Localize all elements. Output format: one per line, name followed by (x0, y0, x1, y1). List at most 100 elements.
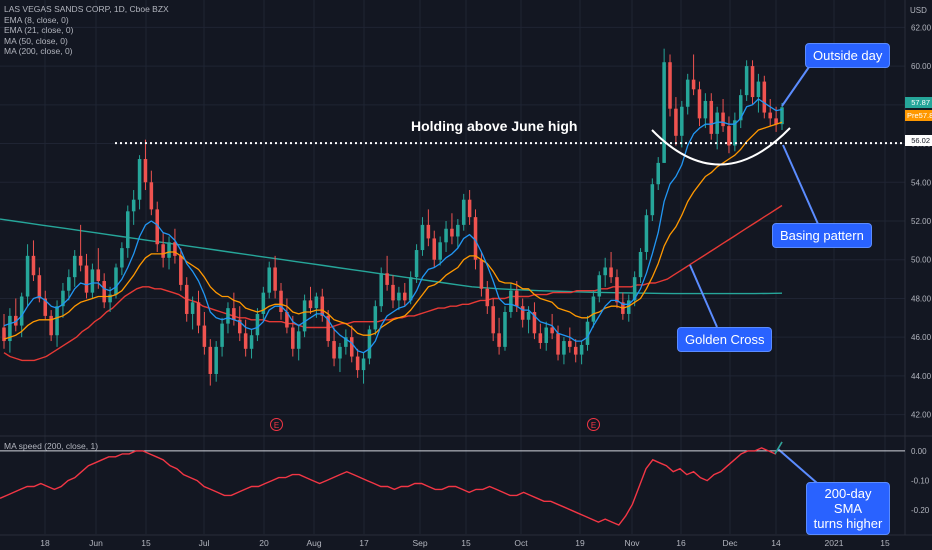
last-price-tag: 57.87 (905, 97, 932, 108)
candle-body (173, 242, 177, 256)
candle (668, 54, 672, 117)
candle-body (344, 337, 348, 347)
candle-body (709, 100, 714, 134)
candle (344, 329, 348, 355)
candle (544, 321, 549, 351)
candle-body (126, 211, 130, 249)
earnings-marker-1[interactable]: E (270, 418, 283, 431)
candle-body (61, 290, 65, 307)
candle-body (756, 81, 761, 98)
x-tick-label: Jun (89, 538, 103, 548)
candle (8, 308, 12, 353)
candle (291, 315, 295, 357)
basing-arc (651, 127, 791, 166)
legend-ema8[interactable]: EMA (8, close, 0) (4, 14, 69, 25)
sma-callout-line2: turns higher (813, 516, 883, 531)
candle (562, 337, 566, 365)
candle (744, 60, 749, 101)
candle-body (697, 89, 702, 119)
candle-body (632, 277, 637, 301)
candle-body (573, 346, 578, 355)
candle (338, 342, 342, 373)
candle-body (243, 333, 248, 349)
candle-body (644, 215, 649, 252)
candle-body (680, 106, 684, 136)
candle (497, 317, 501, 355)
candle-body (526, 312, 531, 320)
y-tick-label: 52.00 (911, 217, 932, 226)
candle-body (403, 292, 407, 301)
y-tick-label: 62.00 (911, 23, 932, 32)
candle (49, 310, 53, 342)
candle (727, 116, 731, 154)
candle-body (273, 267, 277, 291)
candle (202, 312, 207, 355)
candle (456, 219, 460, 249)
candle (556, 325, 560, 361)
candle-body (55, 306, 59, 336)
candle-body (408, 277, 413, 301)
earnings-marker-2[interactable]: E (587, 418, 600, 431)
candle-body (279, 290, 283, 313)
candle-body (373, 306, 378, 330)
candle-body (568, 341, 572, 347)
x-tick-label: Oct (514, 538, 528, 548)
y-tick-label: 46.00 (911, 333, 932, 342)
candle-body (102, 281, 106, 303)
candle-body (114, 267, 118, 295)
candle (302, 294, 307, 338)
candlesticks (2, 48, 784, 386)
candle-body (2, 327, 6, 342)
candle (450, 213, 454, 245)
candle (632, 271, 637, 307)
candle-body (591, 296, 596, 322)
candle-body (385, 273, 389, 285)
candle (114, 263, 118, 299)
ema8-path (3, 98, 783, 354)
candle (680, 100, 684, 148)
price-axis[interactable]: 62.0060.0058.0056.0054.0052.0050.0048.00… (911, 23, 932, 419)
time-axis[interactable]: 18 Jun 15 Jul 20 Aug 17 Sep 15 Oct 19 Nov 16 Dec 14 202… (40, 538, 890, 548)
candle (532, 302, 537, 340)
candle (255, 308, 260, 342)
candle-body (515, 290, 519, 307)
candle (432, 230, 437, 268)
candle (403, 282, 407, 307)
candle-body (703, 100, 708, 119)
candle (84, 253, 89, 299)
candle (391, 275, 395, 309)
candle-body (314, 296, 319, 309)
chart-legend: LAS VEGAS SANDS CORP, 1D, Cboe BZX EMA (… (4, 4, 169, 57)
outside-day-callout: Outside day (805, 43, 891, 68)
candle (190, 296, 195, 330)
candle-body (308, 300, 313, 309)
candle-body (615, 277, 619, 303)
golden-cross-callout: Golden Cross (677, 327, 773, 352)
candle (120, 242, 124, 276)
indicator-label[interactable]: MA speed (200, close, 1) (4, 441, 99, 451)
candle-body (49, 315, 53, 336)
candle (568, 327, 572, 353)
candle-body (432, 238, 437, 260)
sma-turns-higher-callout: 200-day SMA turns higher (806, 482, 890, 535)
x-tick-label: 19 (575, 538, 585, 548)
candle (308, 286, 313, 314)
candle-body (721, 112, 725, 127)
basing-pattern-callout: Basing pattern (772, 223, 872, 248)
candle (67, 269, 71, 301)
candle-body (149, 182, 154, 210)
candle (715, 106, 719, 150)
candle-body (255, 313, 260, 336)
candle-body (67, 277, 71, 291)
candle (261, 286, 266, 320)
candle (650, 178, 655, 221)
candle (538, 323, 543, 349)
legend-ma200[interactable]: MA (200, close, 0) (4, 46, 73, 56)
candle (621, 292, 625, 320)
candle-body (208, 346, 213, 374)
legend-ema21[interactable]: EMA (21, close, 0) (4, 25, 74, 35)
candle-body (550, 327, 554, 334)
legend-ma50[interactable]: MA (50, close, 0) (4, 35, 68, 46)
candle (173, 228, 177, 264)
